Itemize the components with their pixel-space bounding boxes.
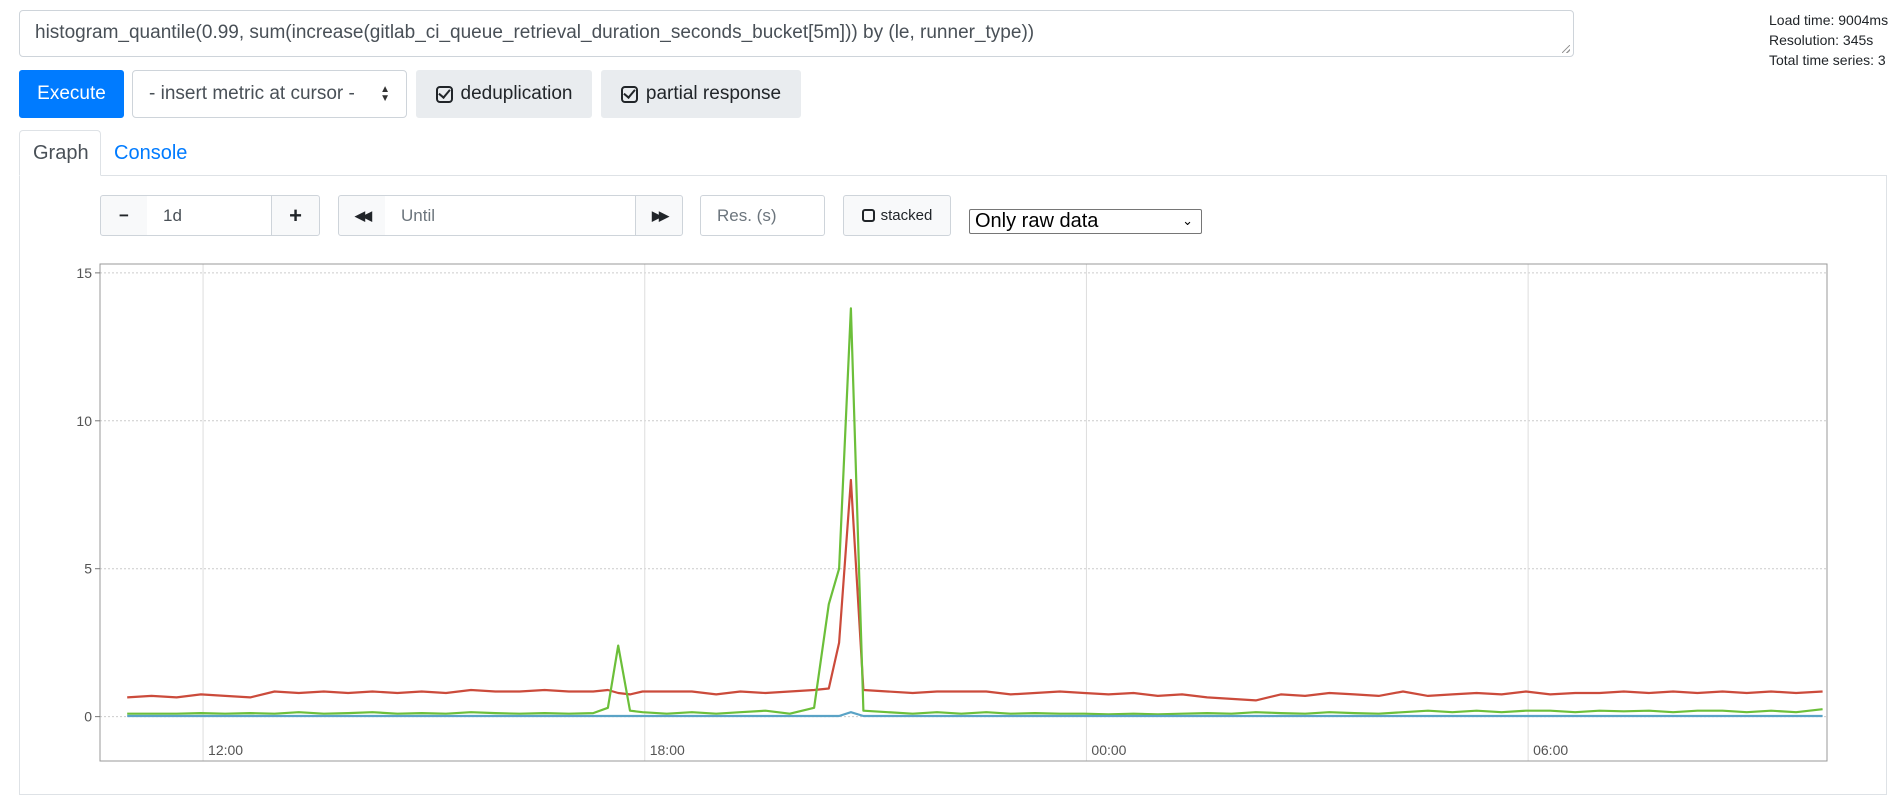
until-placeholder: Until bbox=[401, 205, 436, 225]
rewind-icon: ◀◀ bbox=[355, 207, 372, 223]
time-forward-button[interactable]: ▶▶ bbox=[635, 195, 683, 236]
insert-metric-value: - insert metric at cursor - bbox=[149, 83, 355, 104]
deduplication-label: deduplication bbox=[460, 83, 573, 104]
range-input[interactable]: 1d bbox=[147, 195, 271, 236]
partial-response-toggle[interactable]: partial response bbox=[601, 70, 801, 118]
load-time: Load time: 9004ms bbox=[1769, 12, 1889, 28]
range-value: 1d bbox=[163, 205, 182, 225]
resolution-placeholder: Res. (s) bbox=[717, 205, 777, 225]
resize-handle[interactable] bbox=[1562, 45, 1570, 53]
minus-icon: − bbox=[119, 205, 129, 225]
partial-response-label: partial response bbox=[645, 83, 782, 104]
query-stats: Load time: 9004ms Resolution: 345s Total… bbox=[1769, 10, 1888, 70]
downsampling-select[interactable]: Only raw data ⌄ bbox=[969, 209, 1202, 234]
until-input[interactable]: Until bbox=[385, 195, 635, 236]
range-increase-button[interactable]: + bbox=[271, 195, 320, 236]
plus-icon: + bbox=[289, 202, 302, 228]
insert-metric-select[interactable]: - insert metric at cursor - ▲ ▼ bbox=[132, 70, 407, 118]
expression-input[interactable] bbox=[20, 11, 1573, 56]
checkbox-unchecked-icon bbox=[861, 209, 875, 222]
time-back-button[interactable]: ◀◀ bbox=[338, 195, 386, 236]
resolution-input[interactable]: Res. (s) bbox=[700, 195, 825, 236]
resolution: Resolution: 345s bbox=[1769, 32, 1874, 48]
fast-forward-icon: ▶▶ bbox=[652, 207, 669, 223]
tab-graph[interactable]: Graph bbox=[19, 130, 101, 176]
checkbox-checked-icon bbox=[435, 85, 453, 103]
checkbox-checked-icon bbox=[620, 85, 638, 103]
stacked-label: stacked bbox=[880, 207, 933, 224]
deduplication-toggle[interactable]: deduplication bbox=[416, 70, 592, 118]
chevron-down-icon: ⌄ bbox=[1182, 213, 1193, 228]
total-series: Total time series: 3 bbox=[1769, 52, 1886, 68]
expression-input-wrapper[interactable] bbox=[19, 10, 1574, 57]
graph-panel bbox=[19, 175, 1887, 795]
downsampling-value: Only raw data bbox=[975, 210, 1099, 232]
execute-button[interactable]: Execute bbox=[19, 70, 124, 118]
select-arrows-icon: ▲ ▼ bbox=[380, 84, 390, 104]
tab-console[interactable]: Console bbox=[114, 141, 188, 164]
range-decrease-button[interactable]: − bbox=[100, 195, 148, 236]
stacked-toggle[interactable]: stacked bbox=[843, 195, 951, 236]
